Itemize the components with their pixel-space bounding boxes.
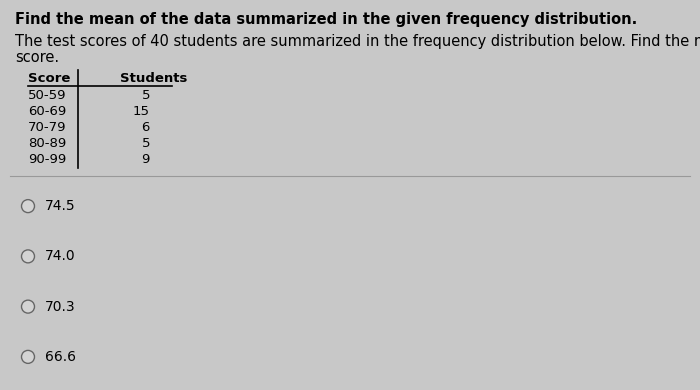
Text: 74.0: 74.0 (45, 249, 76, 263)
Text: 60-69: 60-69 (28, 105, 66, 118)
Circle shape (22, 200, 34, 213)
Text: 50-59: 50-59 (28, 89, 66, 102)
Text: Find the mean of the data summarized in the given frequency distribution.: Find the mean of the data summarized in … (15, 12, 637, 27)
Text: 66.6: 66.6 (45, 350, 76, 364)
Text: score.: score. (15, 50, 59, 65)
Text: 6: 6 (141, 121, 150, 134)
Text: 80-89: 80-89 (28, 137, 66, 150)
Circle shape (22, 350, 34, 363)
Text: 90-99: 90-99 (28, 153, 66, 166)
Text: 5: 5 (141, 137, 150, 150)
Text: 5: 5 (141, 89, 150, 102)
Text: 70.3: 70.3 (45, 300, 76, 314)
Text: 70-79: 70-79 (28, 121, 66, 134)
Text: 74.5: 74.5 (45, 199, 76, 213)
Circle shape (22, 300, 34, 313)
Text: 15: 15 (133, 105, 150, 118)
Text: 9: 9 (141, 153, 150, 166)
Text: Score: Score (28, 72, 71, 85)
Text: The test scores of 40 students are summarized in the frequency distribution belo: The test scores of 40 students are summa… (15, 34, 700, 49)
Text: Students: Students (120, 72, 188, 85)
Circle shape (22, 250, 34, 263)
